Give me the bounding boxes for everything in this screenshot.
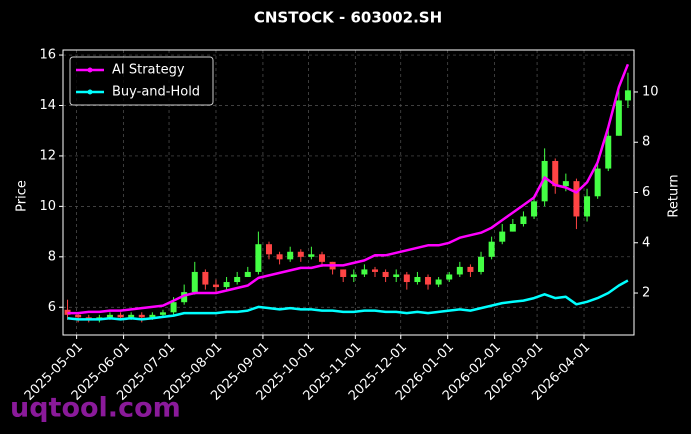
candle-body	[361, 269, 368, 275]
legend-marker	[87, 67, 93, 73]
y-tick-label: 12	[39, 148, 56, 163]
candle-body	[403, 274, 410, 283]
candle-body	[372, 269, 379, 272]
candle-body	[159, 312, 166, 315]
candle-body	[234, 276, 241, 283]
candle-body	[478, 256, 485, 272]
candle-body	[456, 266, 463, 275]
candle-body	[594, 168, 601, 197]
candle-body	[117, 314, 124, 318]
candle-body	[382, 271, 389, 277]
y-tick-label: 14	[39, 98, 56, 113]
candle-body	[488, 241, 495, 257]
legend-marker	[87, 89, 93, 95]
y-tick-label: 6	[48, 300, 56, 315]
y2-tick-label: 6	[642, 185, 650, 200]
candle-body	[520, 216, 527, 225]
y2-tick-label: 2	[642, 286, 650, 301]
candle-body	[181, 292, 188, 303]
candle-body	[265, 244, 272, 255]
candle-body	[340, 269, 347, 277]
candle-body	[223, 282, 230, 288]
candle-body	[287, 251, 294, 260]
candle-body	[149, 314, 156, 318]
candle-body	[350, 274, 357, 277]
series-line	[67, 63, 630, 315]
candle-body	[318, 254, 325, 262]
legend-label: AI Strategy	[112, 63, 185, 78]
candle-body	[276, 254, 283, 260]
y-tick-label: 16	[39, 48, 56, 63]
candle-body	[552, 160, 559, 187]
candle-body	[191, 271, 198, 293]
candle-body	[106, 314, 113, 318]
candle-body	[562, 181, 569, 187]
plot-frame	[62, 49, 635, 336]
candle-body	[435, 279, 442, 285]
candle-body	[393, 274, 400, 277]
candle-body	[584, 196, 591, 217]
candle-body	[605, 135, 612, 169]
candle-body	[212, 284, 219, 288]
candle-body	[425, 276, 432, 285]
y2-tick-label: 8	[642, 135, 650, 150]
y-axis-label: Price	[15, 180, 30, 212]
candle-body	[499, 231, 506, 242]
y2-tick-label: 10	[642, 84, 659, 99]
candle-body	[615, 100, 622, 136]
candle-body	[202, 271, 209, 285]
candle-body	[244, 271, 251, 277]
candle-body	[128, 314, 135, 318]
series-line	[67, 279, 629, 321]
candle-body	[467, 266, 474, 272]
candle-body	[308, 254, 315, 257]
candle-body	[531, 201, 538, 217]
legend-box	[69, 56, 214, 106]
legend-label: Buy-and-Hold	[112, 85, 200, 100]
candle-body	[446, 274, 453, 280]
candle-body	[255, 244, 262, 272]
candle-body	[573, 181, 580, 217]
candle-body	[541, 160, 548, 202]
watermark: uqtool.com	[10, 393, 181, 424]
candle-body	[414, 276, 421, 283]
y2-axis-label: Return	[667, 174, 682, 217]
y2-tick-label: 4	[642, 235, 650, 250]
chart-title: CNSTOCK - 603002.SH	[254, 9, 442, 27]
y-tick-label: 10	[39, 199, 56, 214]
candle-body	[170, 302, 177, 313]
candle-body	[297, 251, 304, 257]
y-tick-label: 8	[48, 249, 56, 264]
candle-body	[624, 90, 631, 101]
candle-body	[75, 314, 82, 318]
candle-body	[138, 314, 145, 318]
candle-body	[509, 224, 516, 232]
